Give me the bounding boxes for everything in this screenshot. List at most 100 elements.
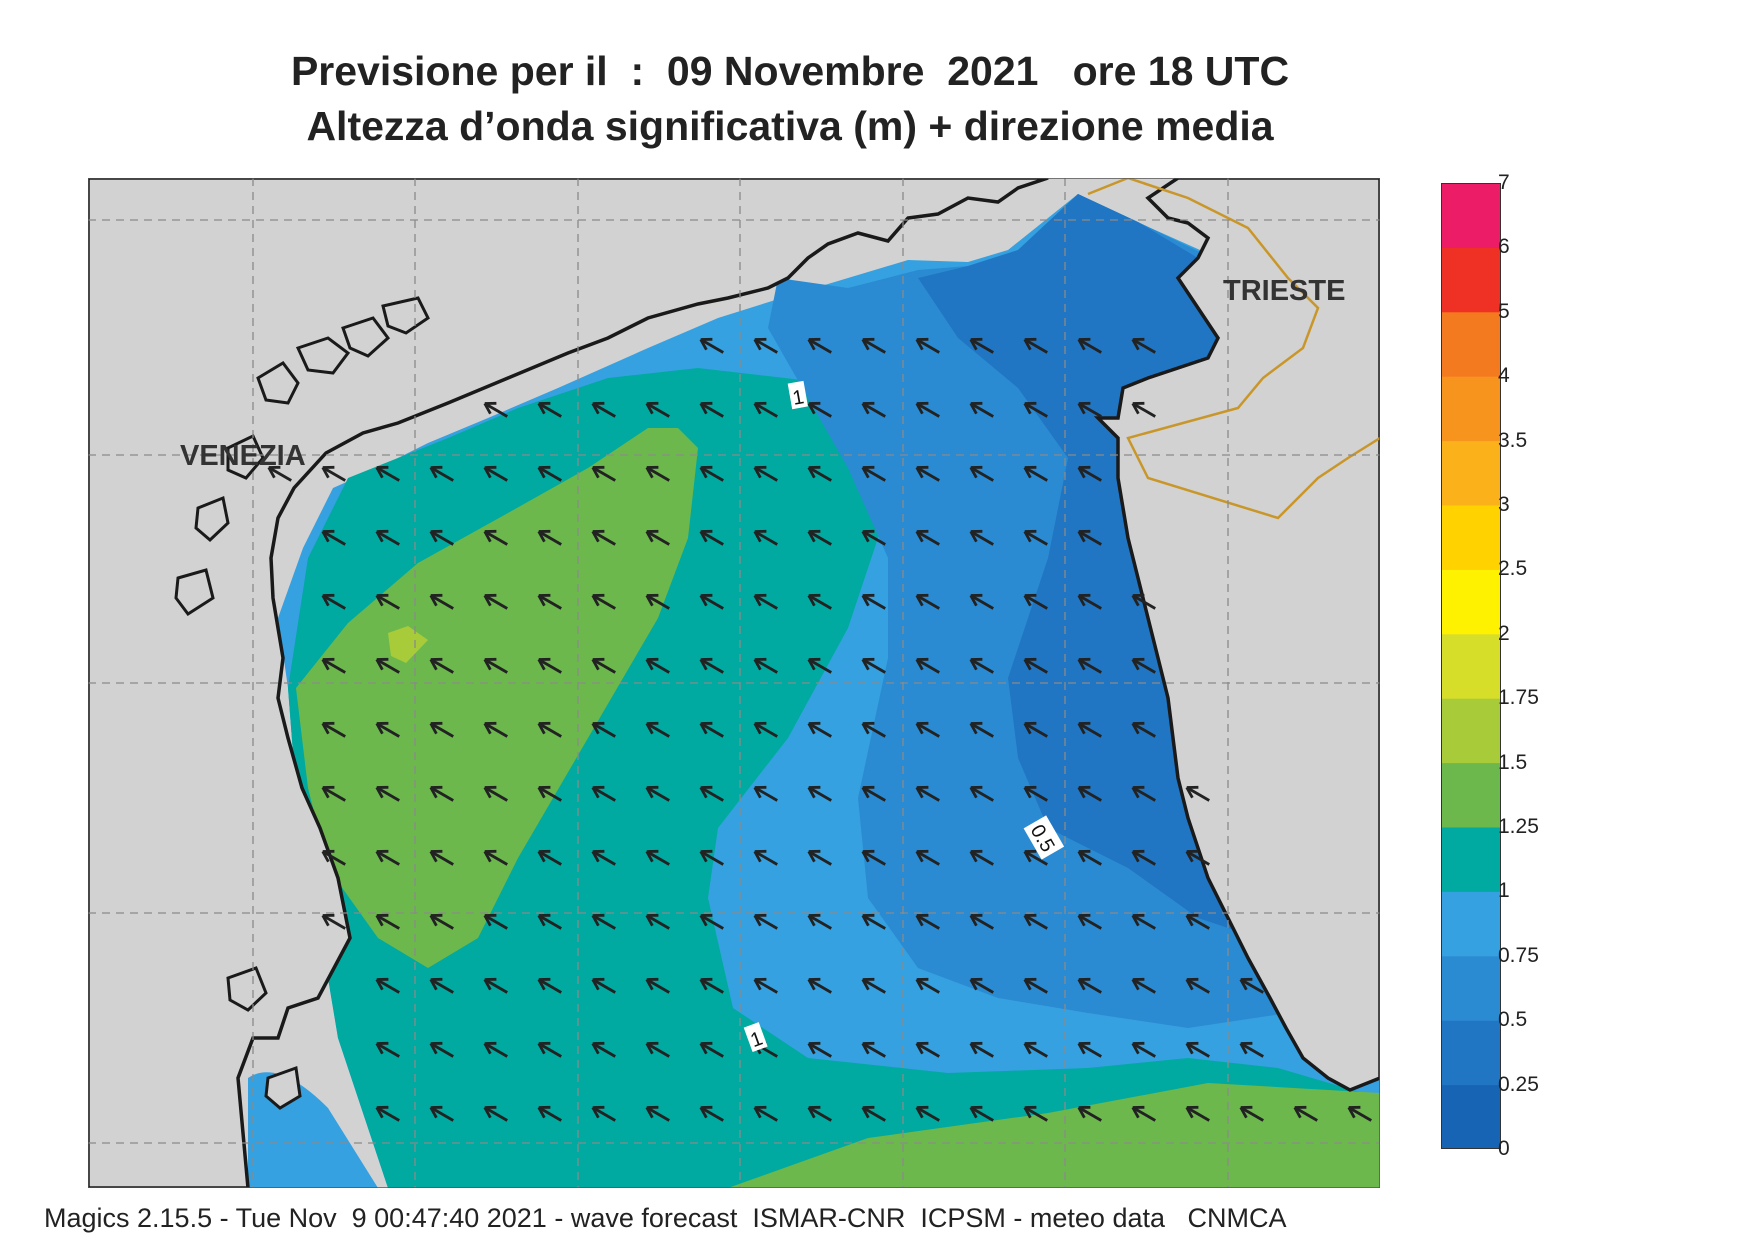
colorbar-swatch	[1441, 311, 1501, 377]
wave-arrow	[375, 977, 400, 994]
wave-arrow	[915, 529, 940, 546]
wave-arrow	[1077, 913, 1102, 930]
wave-arrow	[807, 529, 832, 546]
colorbar-swatch	[1441, 440, 1501, 506]
wave-arrow	[429, 977, 454, 994]
wave-arrow	[591, 401, 616, 418]
colorbar-tick-label: 5	[1498, 299, 1510, 323]
wave-arrow	[645, 913, 670, 930]
colorbar-swatch	[1441, 247, 1501, 313]
sea-zone-1-25	[296, 428, 1380, 1188]
wave-arrow	[537, 657, 562, 674]
wave-arrow	[1131, 849, 1156, 866]
wave-arrow	[1077, 1105, 1102, 1122]
wave-arrow	[969, 913, 994, 930]
wave-arrow	[375, 1041, 400, 1058]
wave-arrow	[537, 721, 562, 738]
wave-arrow	[1077, 977, 1102, 994]
colorbar-tick-label: 4	[1498, 364, 1510, 388]
wave-arrow	[753, 657, 778, 674]
wave-arrow	[861, 913, 886, 930]
wave-arrow	[969, 593, 994, 610]
wave-arrow	[375, 785, 400, 802]
wave-arrow	[483, 529, 508, 546]
wave-arrow	[1077, 721, 1102, 738]
wave-arrow	[537, 465, 562, 482]
wave-arrow	[753, 465, 778, 482]
colorbar-tick-label: 0.5	[1498, 1008, 1528, 1032]
wave-arrow	[483, 913, 508, 930]
wave-arrow	[807, 593, 832, 610]
wave-arrow	[1023, 721, 1048, 738]
wave-arrow	[969, 721, 994, 738]
wave-arrow	[753, 849, 778, 866]
wave-arrow	[753, 401, 778, 418]
wave-arrow	[645, 721, 670, 738]
wave-arrow	[429, 785, 454, 802]
wave-arrow	[699, 1105, 724, 1122]
wave-arrow	[321, 721, 346, 738]
colorbar-tick-label: 3	[1498, 493, 1510, 516]
wave-arrow	[537, 1105, 562, 1122]
wave-arrow	[861, 593, 886, 610]
wave-arrow	[1131, 913, 1156, 930]
wave-arrow	[483, 1041, 508, 1058]
wave-arrow	[1185, 1041, 1210, 1058]
wave-arrow	[915, 721, 940, 738]
wave-arrow	[699, 465, 724, 482]
colorbar-swatch	[1441, 183, 1501, 248]
wave-arrow	[1185, 849, 1210, 866]
national-border	[1087, 178, 1380, 520]
wave-arrow	[537, 785, 562, 802]
wave-map: 1 0.5 1 VENEZIA TRIESTE	[88, 178, 1380, 1188]
footer-credits: Magics 2.15.5 - Tue Nov 9 00:47:40 2021 …	[44, 1203, 1287, 1233]
wave-arrow	[591, 465, 616, 482]
wave-arrow	[1023, 1105, 1048, 1122]
wave-arrow	[807, 337, 832, 354]
wave-arrow	[861, 849, 886, 866]
colorbar-swatch	[1441, 505, 1501, 570]
wave-arrow	[969, 401, 994, 418]
colorbar-tick-label: 6	[1498, 235, 1510, 259]
wave-arrow	[1023, 337, 1048, 354]
colorbar-swatch	[1441, 698, 1501, 764]
wave-arrow	[321, 849, 346, 866]
wave-arrow	[699, 785, 724, 802]
wave-arrow	[1077, 465, 1102, 482]
wave-arrow	[969, 785, 994, 802]
wave-arrow	[861, 721, 886, 738]
wave-arrow	[807, 849, 832, 866]
wave-arrow	[483, 849, 508, 866]
wave-arrow	[1239, 1105, 1264, 1122]
wave-arrow	[645, 977, 670, 994]
wave-arrow	[1077, 337, 1102, 354]
colorbar-tick-label: 0.75	[1498, 943, 1539, 967]
wave-arrow	[915, 593, 940, 610]
wave-arrow	[699, 1041, 724, 1058]
wave-arrow	[807, 401, 832, 418]
colorbar-swatch	[1441, 569, 1501, 635]
wave-arrow	[1131, 1041, 1156, 1058]
wave-arrow	[1023, 465, 1048, 482]
wave-arrow	[591, 1041, 616, 1058]
wave-arrow	[861, 977, 886, 994]
wave-arrow	[753, 785, 778, 802]
wave-arrow	[483, 721, 508, 738]
wave-arrow	[807, 913, 832, 930]
colorbar-tick-label: 0	[1498, 1137, 1510, 1160]
city-label-venezia: VENEZIA	[180, 440, 306, 472]
wave-arrow	[591, 593, 616, 610]
wave-arrow	[753, 977, 778, 994]
wave-arrow	[483, 785, 508, 802]
sea-zone-1-50	[388, 626, 428, 663]
wave-arrow	[807, 657, 832, 674]
wave-arrow	[699, 849, 724, 866]
wave-arrow	[915, 913, 940, 930]
wave-arrow	[699, 337, 724, 354]
wave-arrow	[1239, 977, 1264, 994]
colorbar-swatch	[1441, 1084, 1501, 1150]
wave-arrow	[483, 465, 508, 482]
wave-arrow	[483, 977, 508, 994]
wave-arrow	[591, 849, 616, 866]
wave-arrow	[321, 785, 346, 802]
